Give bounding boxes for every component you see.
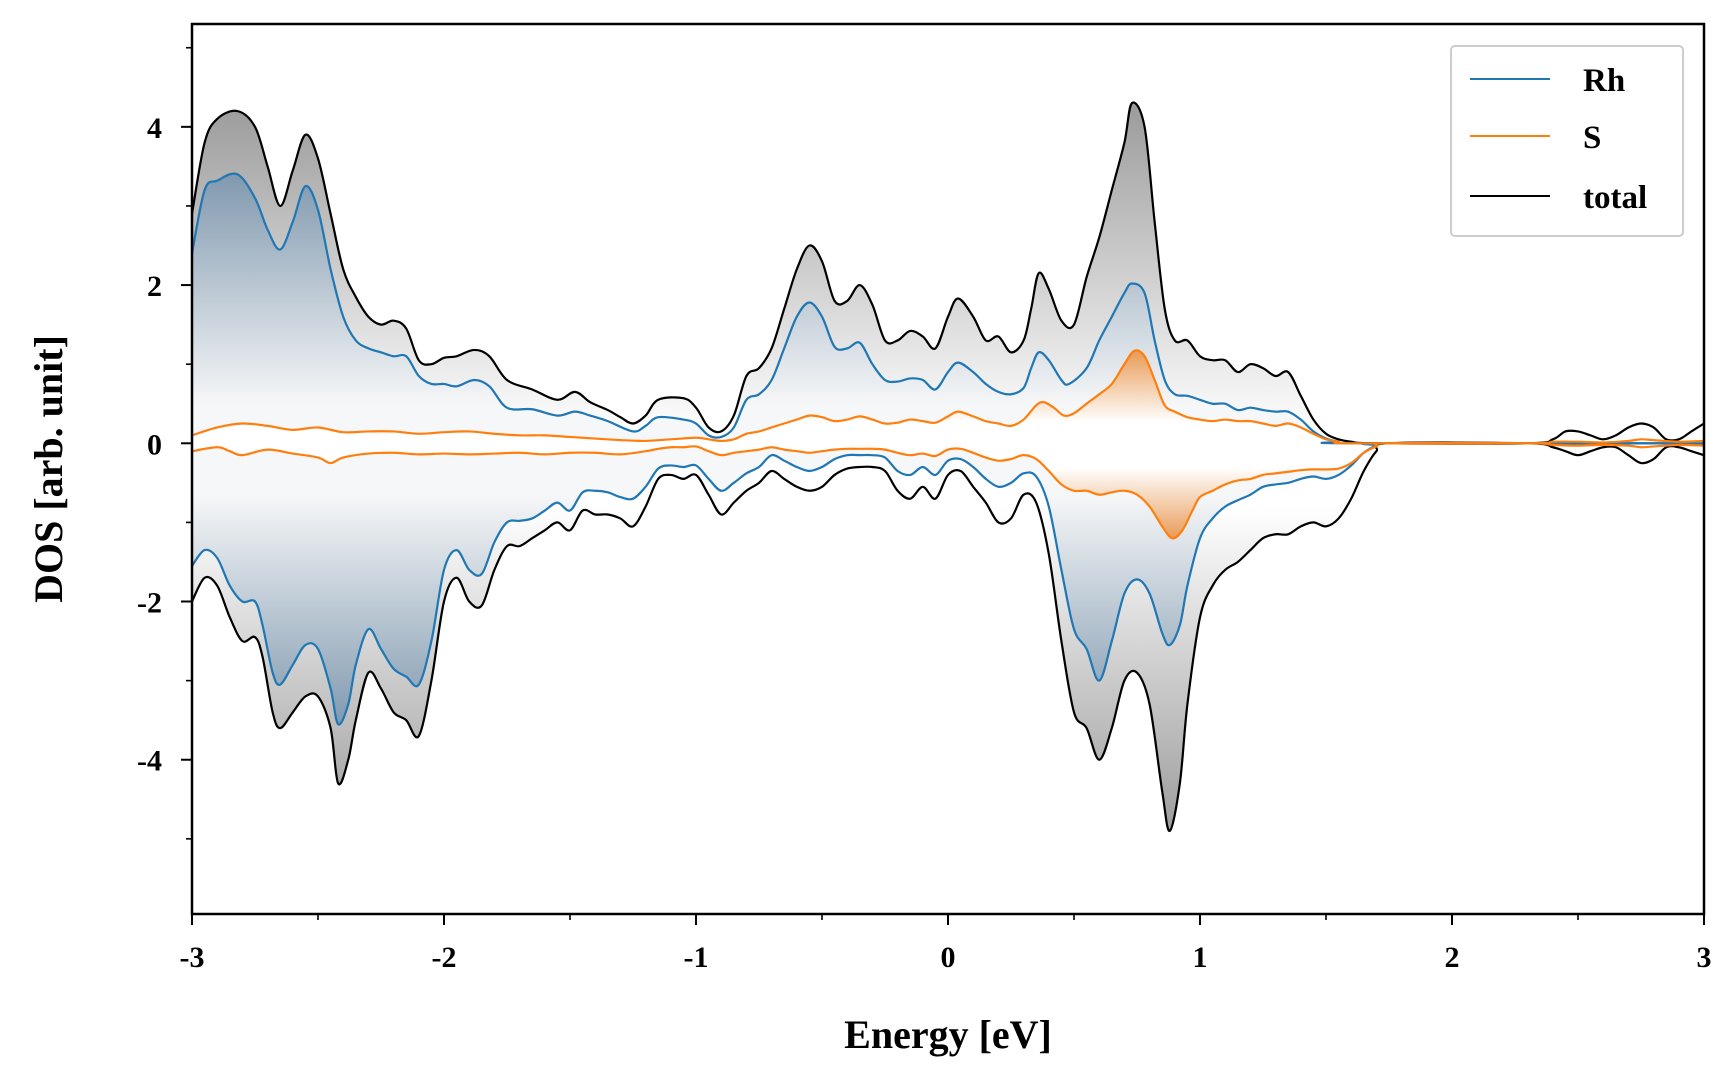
fill-rh-down — [192, 443, 1704, 725]
y-tick-label: -4 — [137, 745, 162, 778]
line-total-down — [192, 441, 1704, 833]
x-axis: -3 -2 -1 0 1 2 3 — [180, 914, 1712, 974]
x-tick-label: 1 — [1193, 941, 1208, 974]
dos-fills — [192, 102, 1704, 831]
x-axis-title: Energy [eV] — [844, 1012, 1052, 1057]
y-tick-label: -2 — [137, 587, 162, 620]
y-tick-label: 0 — [147, 428, 162, 461]
legend-label-rh: Rh — [1583, 63, 1625, 99]
line-total-up — [192, 101, 1704, 445]
legend-box — [1450, 45, 1684, 237]
x-tick-label: 3 — [1697, 941, 1712, 974]
x-tick-label: -2 — [432, 941, 457, 974]
fill-s-up — [192, 350, 1704, 444]
legend: Rh S total — [1450, 45, 1684, 237]
line-s-up — [192, 349, 1704, 445]
legend-label-total: total — [1583, 180, 1647, 216]
y-axis-title: DOS [arb. unit] — [26, 335, 71, 603]
legend-label-s: S — [1583, 120, 1601, 156]
x-tick-label: -3 — [180, 941, 205, 974]
fill-s-down — [192, 442, 1704, 539]
line-rh-up — [192, 172, 1704, 445]
line-s-down — [192, 441, 1704, 540]
y-axis: -4 -2 0 2 4 — [137, 46, 192, 840]
x-tick-label: -1 — [684, 941, 709, 974]
fill-rh-up — [192, 173, 1704, 444]
y-tick-label: 2 — [147, 270, 162, 303]
y-tick-label: 4 — [147, 112, 162, 145]
dos-lines — [192, 101, 1704, 833]
x-tick-label: 0 — [941, 941, 956, 974]
line-rh-down — [192, 442, 1704, 726]
x-tick-label: 2 — [1445, 941, 1460, 974]
